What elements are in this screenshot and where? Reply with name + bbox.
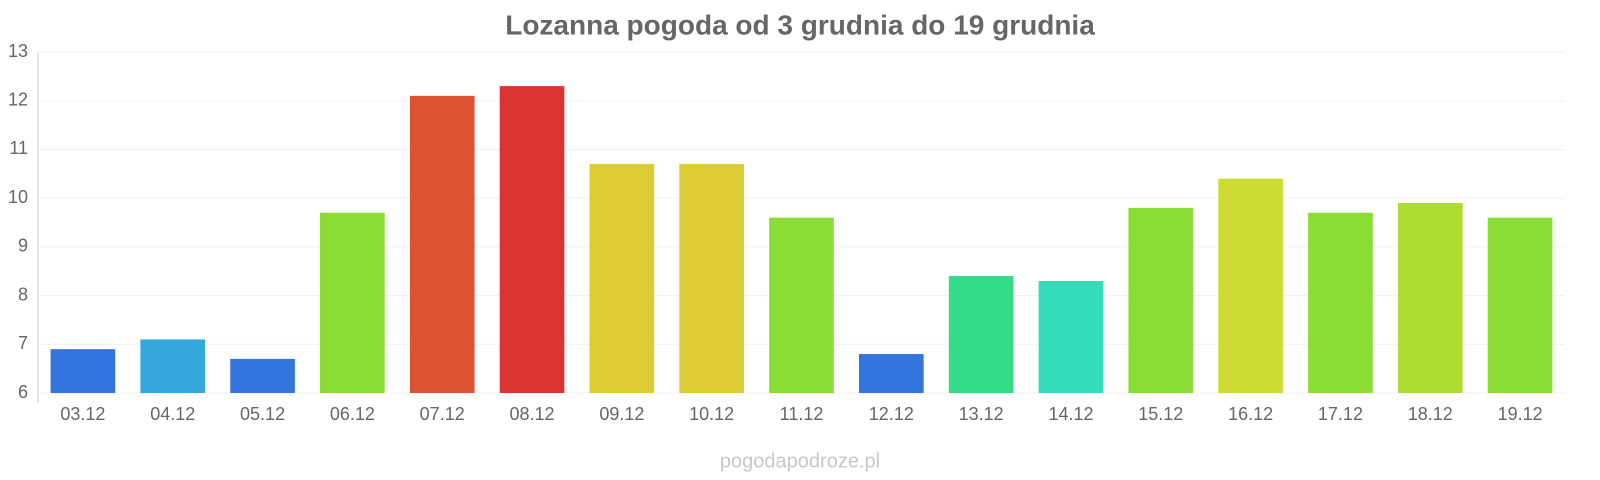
bar	[50, 349, 116, 393]
x-tick-label: 09.12	[599, 404, 644, 424]
bar	[858, 354, 924, 393]
bar	[230, 358, 295, 393]
y-tick-label: 10	[8, 187, 28, 207]
bar	[1487, 217, 1553, 393]
bar	[1308, 212, 1373, 393]
x-tick-label: 15.12	[1138, 404, 1183, 424]
y-tick-label: 6	[18, 382, 28, 402]
bar	[679, 164, 745, 393]
bar	[499, 86, 565, 393]
x-tick-label: 08.12	[510, 404, 555, 424]
x-tick-label: 06.12	[330, 404, 375, 424]
x-tick-label: 17.12	[1318, 404, 1363, 424]
x-tick-label: 14.12	[1048, 404, 1093, 424]
y-tick-label: 12	[8, 89, 28, 109]
bar	[769, 217, 834, 393]
bar	[948, 276, 1014, 393]
bar	[1038, 280, 1104, 393]
x-tick-label: 04.12	[150, 404, 195, 424]
x-tick-label: 16.12	[1228, 404, 1273, 424]
y-tick-label: 13	[8, 41, 28, 61]
x-tick-label: 12.12	[869, 404, 914, 424]
x-tick-label: 19.12	[1498, 404, 1543, 424]
bar	[140, 339, 206, 393]
x-tick-label: 13.12	[959, 404, 1004, 424]
chart-title: Lozanna pogoda od 3 grudnia do 19 grudni…	[505, 9, 1095, 40]
bar	[1397, 203, 1463, 393]
x-tick-label: 10.12	[689, 404, 734, 424]
x-tick-label: 03.12	[60, 404, 105, 424]
bar	[1128, 207, 1194, 393]
bar	[320, 212, 385, 393]
y-tick-label: 7	[18, 333, 28, 353]
x-tick-label: 05.12	[240, 404, 285, 424]
bar	[1218, 178, 1283, 393]
x-tick-label: 07.12	[420, 404, 465, 424]
bar	[409, 95, 475, 393]
bar	[589, 164, 655, 393]
y-tick-label: 11	[9, 138, 28, 158]
y-tick-label: 8	[18, 284, 28, 304]
x-tick-label: 18.12	[1408, 404, 1453, 424]
x-tick-label: 11.12	[780, 404, 824, 424]
source: pogodapodroze.pl	[720, 450, 880, 472]
y-tick-label: 9	[18, 236, 28, 256]
